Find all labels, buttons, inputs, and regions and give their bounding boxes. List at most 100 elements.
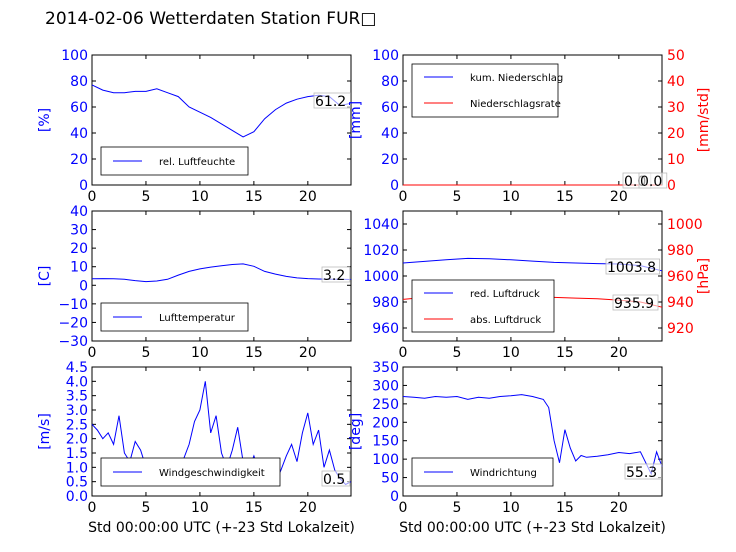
value-annotation: 3.2 bbox=[323, 268, 345, 284]
y-right-tick-label: 980 bbox=[667, 243, 694, 259]
y-tick-label: 1020 bbox=[363, 243, 399, 259]
y-tick-label: 1.0 bbox=[66, 460, 88, 476]
y-axis-label: [deg] bbox=[348, 413, 364, 450]
y-tick-label: 1040 bbox=[363, 217, 399, 233]
y-right-axis-label: [hPa] bbox=[696, 258, 712, 294]
y-tick-label: 3.5 bbox=[66, 389, 88, 405]
y-right-tick-label: 20 bbox=[667, 126, 685, 142]
legend-temperature: Lufttemperatur bbox=[100, 302, 249, 332]
y-right-tick-label: 1000 bbox=[667, 217, 703, 233]
x-tick-label: 5 bbox=[141, 345, 150, 361]
legend-entry: red. Luftdruck bbox=[470, 289, 540, 300]
legend-frame bbox=[411, 63, 559, 118]
value-annotation-box bbox=[612, 294, 659, 311]
x-tick-label: 15 bbox=[556, 189, 574, 205]
y-tick-label: 40 bbox=[381, 126, 399, 142]
legend-humidity: rel. Luftfeuchte bbox=[100, 146, 249, 176]
y-tick-label: 1.5 bbox=[66, 446, 88, 462]
y-tick-label: −20 bbox=[58, 315, 88, 331]
y-tick-label: 10 bbox=[70, 260, 88, 276]
y-tick-label: 80 bbox=[70, 74, 88, 90]
y-tick-label: 4.0 bbox=[66, 374, 88, 390]
title-missing-glyph: □ bbox=[360, 9, 377, 29]
y-tick-label: 150 bbox=[372, 434, 399, 450]
y-tick-label: 50 bbox=[381, 471, 399, 487]
y-tick-label: 300 bbox=[372, 378, 399, 394]
x-tick-label: 15 bbox=[245, 345, 263, 361]
value-annotation-box bbox=[624, 463, 662, 480]
legend-precip: kum. Niederschlag Niederschlagsrate bbox=[411, 63, 563, 118]
panel-precip: 0 5 10 15 20 0 20 40 60 80 100 0 10 20 30 40 50 [mm] [mm/s… bbox=[348, 48, 712, 205]
legend-wind: Windgeschwindigkeit bbox=[100, 457, 281, 487]
x-axis-label: Std 00:00:00 UTC (+-23 Std Lokalzeit) bbox=[88, 520, 355, 536]
y-tick-label: 80 bbox=[381, 74, 399, 90]
series-line-temperature-0 bbox=[91, 263, 352, 283]
y-tick-label: 40 bbox=[70, 126, 88, 142]
value-annotation-box bbox=[638, 172, 668, 189]
y-tick-label: 20 bbox=[381, 152, 399, 168]
value-annotation-box bbox=[321, 266, 351, 283]
y-tick-label: 0 bbox=[390, 489, 399, 505]
legend-entry: Windgeschwindigkeit bbox=[159, 468, 265, 479]
value-annotation: 55.3 bbox=[626, 465, 657, 481]
x-tick-label: 15 bbox=[245, 500, 263, 516]
x-tick-label: 20 bbox=[299, 345, 317, 361]
value-annotation-box bbox=[313, 92, 351, 109]
y-right-tick-label: 940 bbox=[667, 295, 694, 311]
legend-winddir: Windrichtung bbox=[411, 457, 554, 487]
x-tick-label: 20 bbox=[610, 189, 628, 205]
figure-title-box: 2014-02-06 Wetterdaten Station FUR□ bbox=[45, 9, 376, 29]
y-tick-label: −10 bbox=[58, 297, 88, 313]
x-tick-label: 20 bbox=[610, 345, 628, 361]
y-right-tick-label: 40 bbox=[667, 74, 685, 90]
y-tick-label: 960 bbox=[372, 321, 399, 337]
panel-pressure: 0 5 10 15 20 960 980 1000 1020 1040 920 940 960 980 10… bbox=[363, 210, 712, 361]
x-tick-label: 5 bbox=[452, 345, 461, 361]
y-tick-label: 3.0 bbox=[66, 403, 88, 419]
y-axis-label: [C] bbox=[37, 266, 53, 287]
x-tick-label: 20 bbox=[299, 500, 317, 516]
y-right-axis-label: [mm/std] bbox=[696, 88, 712, 153]
y-tick-label: 0.5 bbox=[66, 475, 88, 491]
y-tick-label: 200 bbox=[372, 415, 399, 431]
y-right-tick-label: 920 bbox=[667, 321, 694, 337]
y-tick-label: 100 bbox=[61, 48, 88, 64]
x-tick-label: 10 bbox=[502, 500, 520, 516]
y-right-tick-label: 30 bbox=[667, 100, 685, 116]
x-tick-label: 10 bbox=[502, 345, 520, 361]
y-axis-label: [m/s] bbox=[37, 413, 53, 450]
legend-pressure: red. Luftdruck abs. Luftdruck bbox=[411, 279, 555, 333]
y-tick-label: 60 bbox=[70, 100, 88, 116]
legend-frame bbox=[411, 279, 555, 333]
x-tick-label: 0 bbox=[88, 189, 97, 205]
y-tick-label: 1000 bbox=[363, 269, 399, 285]
panel-temperature: 0 5 10 15 20 −30 −20 −10 0 10 20 30 40 [C] Lufttempera… bbox=[37, 204, 352, 361]
legend-entry: kum. Niederschlag bbox=[470, 73, 563, 84]
series-line-winddir-0 bbox=[402, 394, 663, 476]
figure-title: 2014-02-06 Wetterdaten Station FUR bbox=[45, 9, 361, 29]
y-tick-label: 980 bbox=[372, 295, 399, 311]
y-tick-label: 0.0 bbox=[66, 489, 88, 505]
series-line-humidity-0 bbox=[91, 84, 352, 138]
series-line-wind-0 bbox=[91, 381, 352, 486]
y-tick-label: 350 bbox=[372, 360, 399, 376]
x-tick-label: 15 bbox=[556, 500, 574, 516]
x-axis-label: Std 00:00:00 UTC (+-23 Std Lokalzeit) bbox=[399, 520, 666, 536]
y-tick-label: 100 bbox=[372, 48, 399, 64]
value-annotation-box bbox=[605, 258, 660, 275]
y-tick-label: 20 bbox=[70, 241, 88, 257]
x-tick-label: 10 bbox=[191, 189, 209, 205]
value-annotation: 935.9 bbox=[614, 296, 654, 312]
y-right-tick-label: 960 bbox=[667, 269, 694, 285]
x-tick-label: 10 bbox=[502, 189, 520, 205]
x-tick-label: 0 bbox=[399, 500, 408, 516]
x-tick-label: 10 bbox=[191, 500, 209, 516]
value-annotation: 61.2 bbox=[315, 94, 346, 110]
y-tick-label: 60 bbox=[381, 100, 399, 116]
y-tick-label: 100 bbox=[372, 452, 399, 468]
y-right-tick-label: 10 bbox=[667, 152, 685, 168]
x-tick-label: 5 bbox=[141, 189, 150, 205]
x-tick-label: 5 bbox=[452, 189, 461, 205]
panel-humidity: 0 5 10 15 20 0 20 40 60 80 100 [%] rel. Luftfeuchte 6… bbox=[37, 48, 352, 205]
